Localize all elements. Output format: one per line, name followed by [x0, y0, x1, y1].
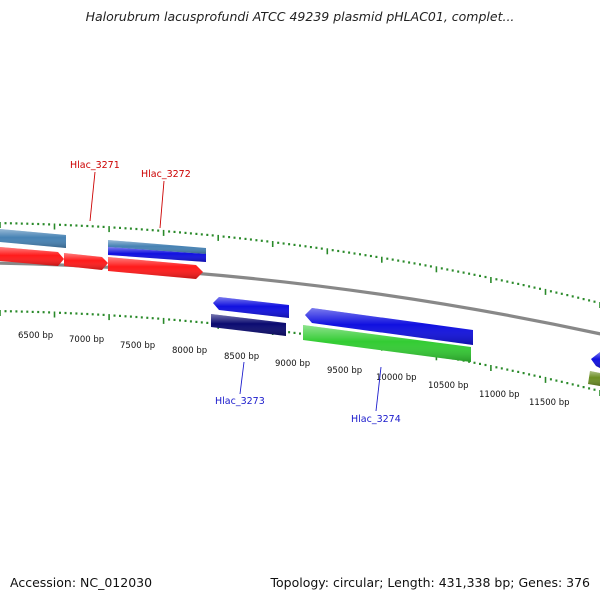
bp-scale-label: 9500 bp [327, 366, 362, 376]
bp-scale-label: 8500 bp [224, 352, 259, 362]
gene-feature [591, 352, 600, 368]
gene-label: Hlac_3273 [215, 396, 265, 407]
gene-features [0, 229, 600, 386]
gene-feature [64, 253, 108, 270]
bp-scale-label: 7500 bp [120, 341, 155, 351]
gene-leader-line [89, 171, 96, 222]
gene-feature [303, 325, 471, 362]
bp-scale-label: 11000 bp [479, 390, 520, 400]
gene-feature [305, 308, 473, 345]
plasmid-backbone [0, 261, 600, 336]
inner-tick-ring [0, 310, 600, 396]
gene-feature [108, 240, 206, 254]
gene-leader-line [239, 361, 245, 395]
gene-feature [213, 297, 289, 318]
bp-scale-labels: 6500 bp 7000 bp 7500 bp 8000 bp 8500 bp 9000 … [18, 331, 570, 408]
gene-feature [108, 257, 203, 279]
gene-leader-line [159, 180, 165, 229]
gene-label: Hlac_3271 [70, 160, 120, 171]
bp-scale-label: 9000 bp [275, 359, 310, 369]
gene-feature [588, 371, 600, 386]
gene-feature [211, 314, 286, 336]
gene-label: Hlac_3274 [351, 414, 401, 425]
map-title: Halorubrum lacusprofundi ATCC 49239 plas… [85, 9, 515, 24]
topology-summary: Topology: circular; Length: 431,338 bp; … [270, 575, 591, 590]
bp-scale-label: 7000 bp [69, 335, 104, 345]
bp-scale-label: 10500 bp [428, 381, 469, 391]
bp-scale-label: 10000 bp [376, 373, 417, 383]
bp-scale-label: 11500 bp [529, 398, 570, 408]
accession-label: Accession: NC_012030 [10, 575, 153, 590]
gene-labels: Hlac_3271 Hlac_3272 Hlac_3273 Hlac_3274 [70, 160, 401, 425]
gene-feature [108, 247, 206, 262]
gene-feature [0, 247, 64, 266]
bp-scale-label: 8000 bp [172, 346, 207, 356]
gene-leader-line [375, 366, 382, 412]
bp-scale-label: 6500 bp [18, 331, 53, 341]
outer-tick-ring [0, 222, 600, 308]
gene-feature [0, 229, 66, 248]
gene-label: Hlac_3272 [141, 169, 191, 180]
